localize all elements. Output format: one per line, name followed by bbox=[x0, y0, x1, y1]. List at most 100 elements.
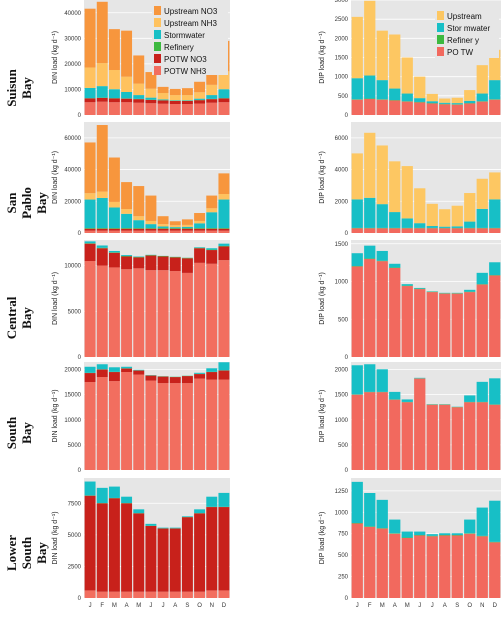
bar-po-tw bbox=[452, 228, 463, 233]
bar-potw-nh3 bbox=[170, 231, 181, 233]
y-axis-label: DIN load (kg d⁻¹) bbox=[52, 151, 59, 204]
bar-po-tw bbox=[439, 535, 450, 598]
bar-po-tw bbox=[427, 228, 438, 233]
bar-potw-nh3 bbox=[121, 231, 132, 233]
bar-potw-nh3 bbox=[218, 231, 229, 233]
bar-upstream-no3 bbox=[182, 88, 193, 95]
bay-label-line: Pablo bbox=[19, 187, 34, 219]
bar-potw-nh3 bbox=[218, 590, 229, 598]
bar-stor-mwater bbox=[377, 251, 388, 261]
y-axis-label: DIP load (kg d⁻¹) bbox=[319, 512, 326, 565]
bar-potw-no3 bbox=[206, 99, 217, 103]
bar-potw-nh3 bbox=[121, 372, 132, 470]
bar-potw-nh3 bbox=[145, 592, 156, 598]
bar-upstream-no3 bbox=[133, 55, 144, 83]
y-tick-label: 500 bbox=[338, 553, 349, 559]
bar-po-tw bbox=[364, 99, 375, 115]
bar-potw-no3 bbox=[97, 248, 108, 265]
bar-potw-nh3 bbox=[218, 260, 229, 357]
bar-stormwater bbox=[158, 528, 169, 529]
bar-stor-mwater bbox=[452, 103, 463, 104]
bar-potw-nh3 bbox=[170, 592, 181, 598]
x-tick-label: S bbox=[455, 603, 459, 609]
bar-upstream-no3 bbox=[133, 186, 144, 216]
bar-stor-mwater bbox=[377, 204, 388, 228]
y-tick-label: 1500 bbox=[335, 242, 349, 248]
bar-stor-mwater bbox=[414, 223, 425, 228]
bar-po-tw bbox=[477, 102, 488, 115]
bar-po-tw bbox=[352, 100, 363, 115]
y-axis-label: DIP load (kg d⁻¹) bbox=[319, 390, 326, 443]
bar-potw-no3 bbox=[158, 100, 169, 103]
bar-stor-mwater bbox=[352, 199, 363, 228]
bar-po-tw bbox=[402, 102, 413, 115]
y-tick-label: 40000 bbox=[64, 11, 81, 17]
bar-upstream bbox=[489, 172, 500, 199]
bar-refinery bbox=[170, 228, 181, 229]
x-tick-label: S bbox=[185, 603, 189, 609]
bar-potw-nh3 bbox=[109, 592, 120, 598]
x-tick-label: D bbox=[493, 603, 498, 609]
bar-potw-no3 bbox=[145, 256, 156, 271]
y-axis-label: DIP load (kg d⁻¹) bbox=[319, 272, 326, 325]
bar-po-tw bbox=[377, 529, 388, 598]
bar-potw-no3 bbox=[133, 99, 144, 103]
x-tick-label: M bbox=[380, 603, 385, 609]
x-tick-label: F bbox=[368, 603, 372, 609]
bar-potw-no3 bbox=[85, 373, 96, 382]
bar-potw-no3 bbox=[218, 507, 229, 590]
bar-po-tw bbox=[402, 402, 413, 470]
bar-potw-no3 bbox=[133, 257, 144, 268]
bar-potw-nh3 bbox=[85, 590, 96, 598]
bar-upstream-no3 bbox=[182, 219, 193, 225]
bar-potw-nh3 bbox=[85, 102, 96, 115]
bar-po-tw bbox=[464, 228, 475, 233]
bar-upstream-nh3 bbox=[145, 221, 156, 224]
bar-upstream-nh3 bbox=[109, 70, 120, 89]
y-tick-label: 40000 bbox=[64, 168, 81, 174]
bar-potw-nh3 bbox=[121, 592, 132, 598]
bar-stor-mwater bbox=[352, 482, 363, 523]
bar-stormwater bbox=[109, 251, 120, 252]
bar-po-tw bbox=[477, 228, 488, 233]
bar-potw-nh3 bbox=[158, 592, 169, 598]
bar-upstream bbox=[414, 77, 425, 98]
bar-stormwater bbox=[145, 98, 156, 100]
bar-po-tw bbox=[464, 104, 475, 116]
bar-potw-no3 bbox=[121, 229, 132, 231]
bay-label-line: Bay bbox=[19, 77, 34, 99]
bay-label-line: Lower bbox=[4, 535, 19, 571]
bay-label-line: Suisun bbox=[4, 68, 19, 106]
y-tick-label: 5000 bbox=[68, 309, 82, 315]
bar-upstream-nh3 bbox=[121, 209, 132, 214]
bar-upstream-no3 bbox=[121, 31, 132, 77]
bar-po-tw bbox=[364, 259, 375, 357]
bar-stor-mwater bbox=[477, 94, 488, 102]
bar-stormwater bbox=[97, 86, 108, 98]
bar-stormwater bbox=[121, 214, 132, 228]
bar-upstream-nh3 bbox=[182, 95, 193, 100]
bay-label-line: San bbox=[4, 192, 19, 214]
bar-po-tw bbox=[427, 292, 438, 357]
bar-stor-mwater bbox=[364, 246, 375, 259]
bar-potw-nh3 bbox=[182, 273, 193, 357]
bar-upstream-no3 bbox=[218, 173, 229, 194]
bar-po-tw bbox=[414, 379, 425, 470]
bar-stor-mwater bbox=[402, 94, 413, 102]
bar-stor-mwater bbox=[452, 533, 463, 535]
bar-upstream bbox=[427, 94, 438, 101]
bar-potw-no3 bbox=[158, 377, 169, 384]
bar-potw-nh3 bbox=[145, 231, 156, 233]
bar-stor-mwater bbox=[352, 78, 363, 99]
bar-refinery bbox=[182, 228, 193, 229]
bar-potw-no3 bbox=[145, 376, 156, 381]
bay-label-line: Central bbox=[4, 296, 19, 339]
legend-label: Stormwater bbox=[164, 31, 205, 40]
bar-stormwater bbox=[218, 493, 229, 507]
y-tick-label: 500 bbox=[338, 94, 349, 100]
bar-upstream-no3 bbox=[158, 87, 169, 93]
bar-potw-no3 bbox=[121, 256, 132, 269]
